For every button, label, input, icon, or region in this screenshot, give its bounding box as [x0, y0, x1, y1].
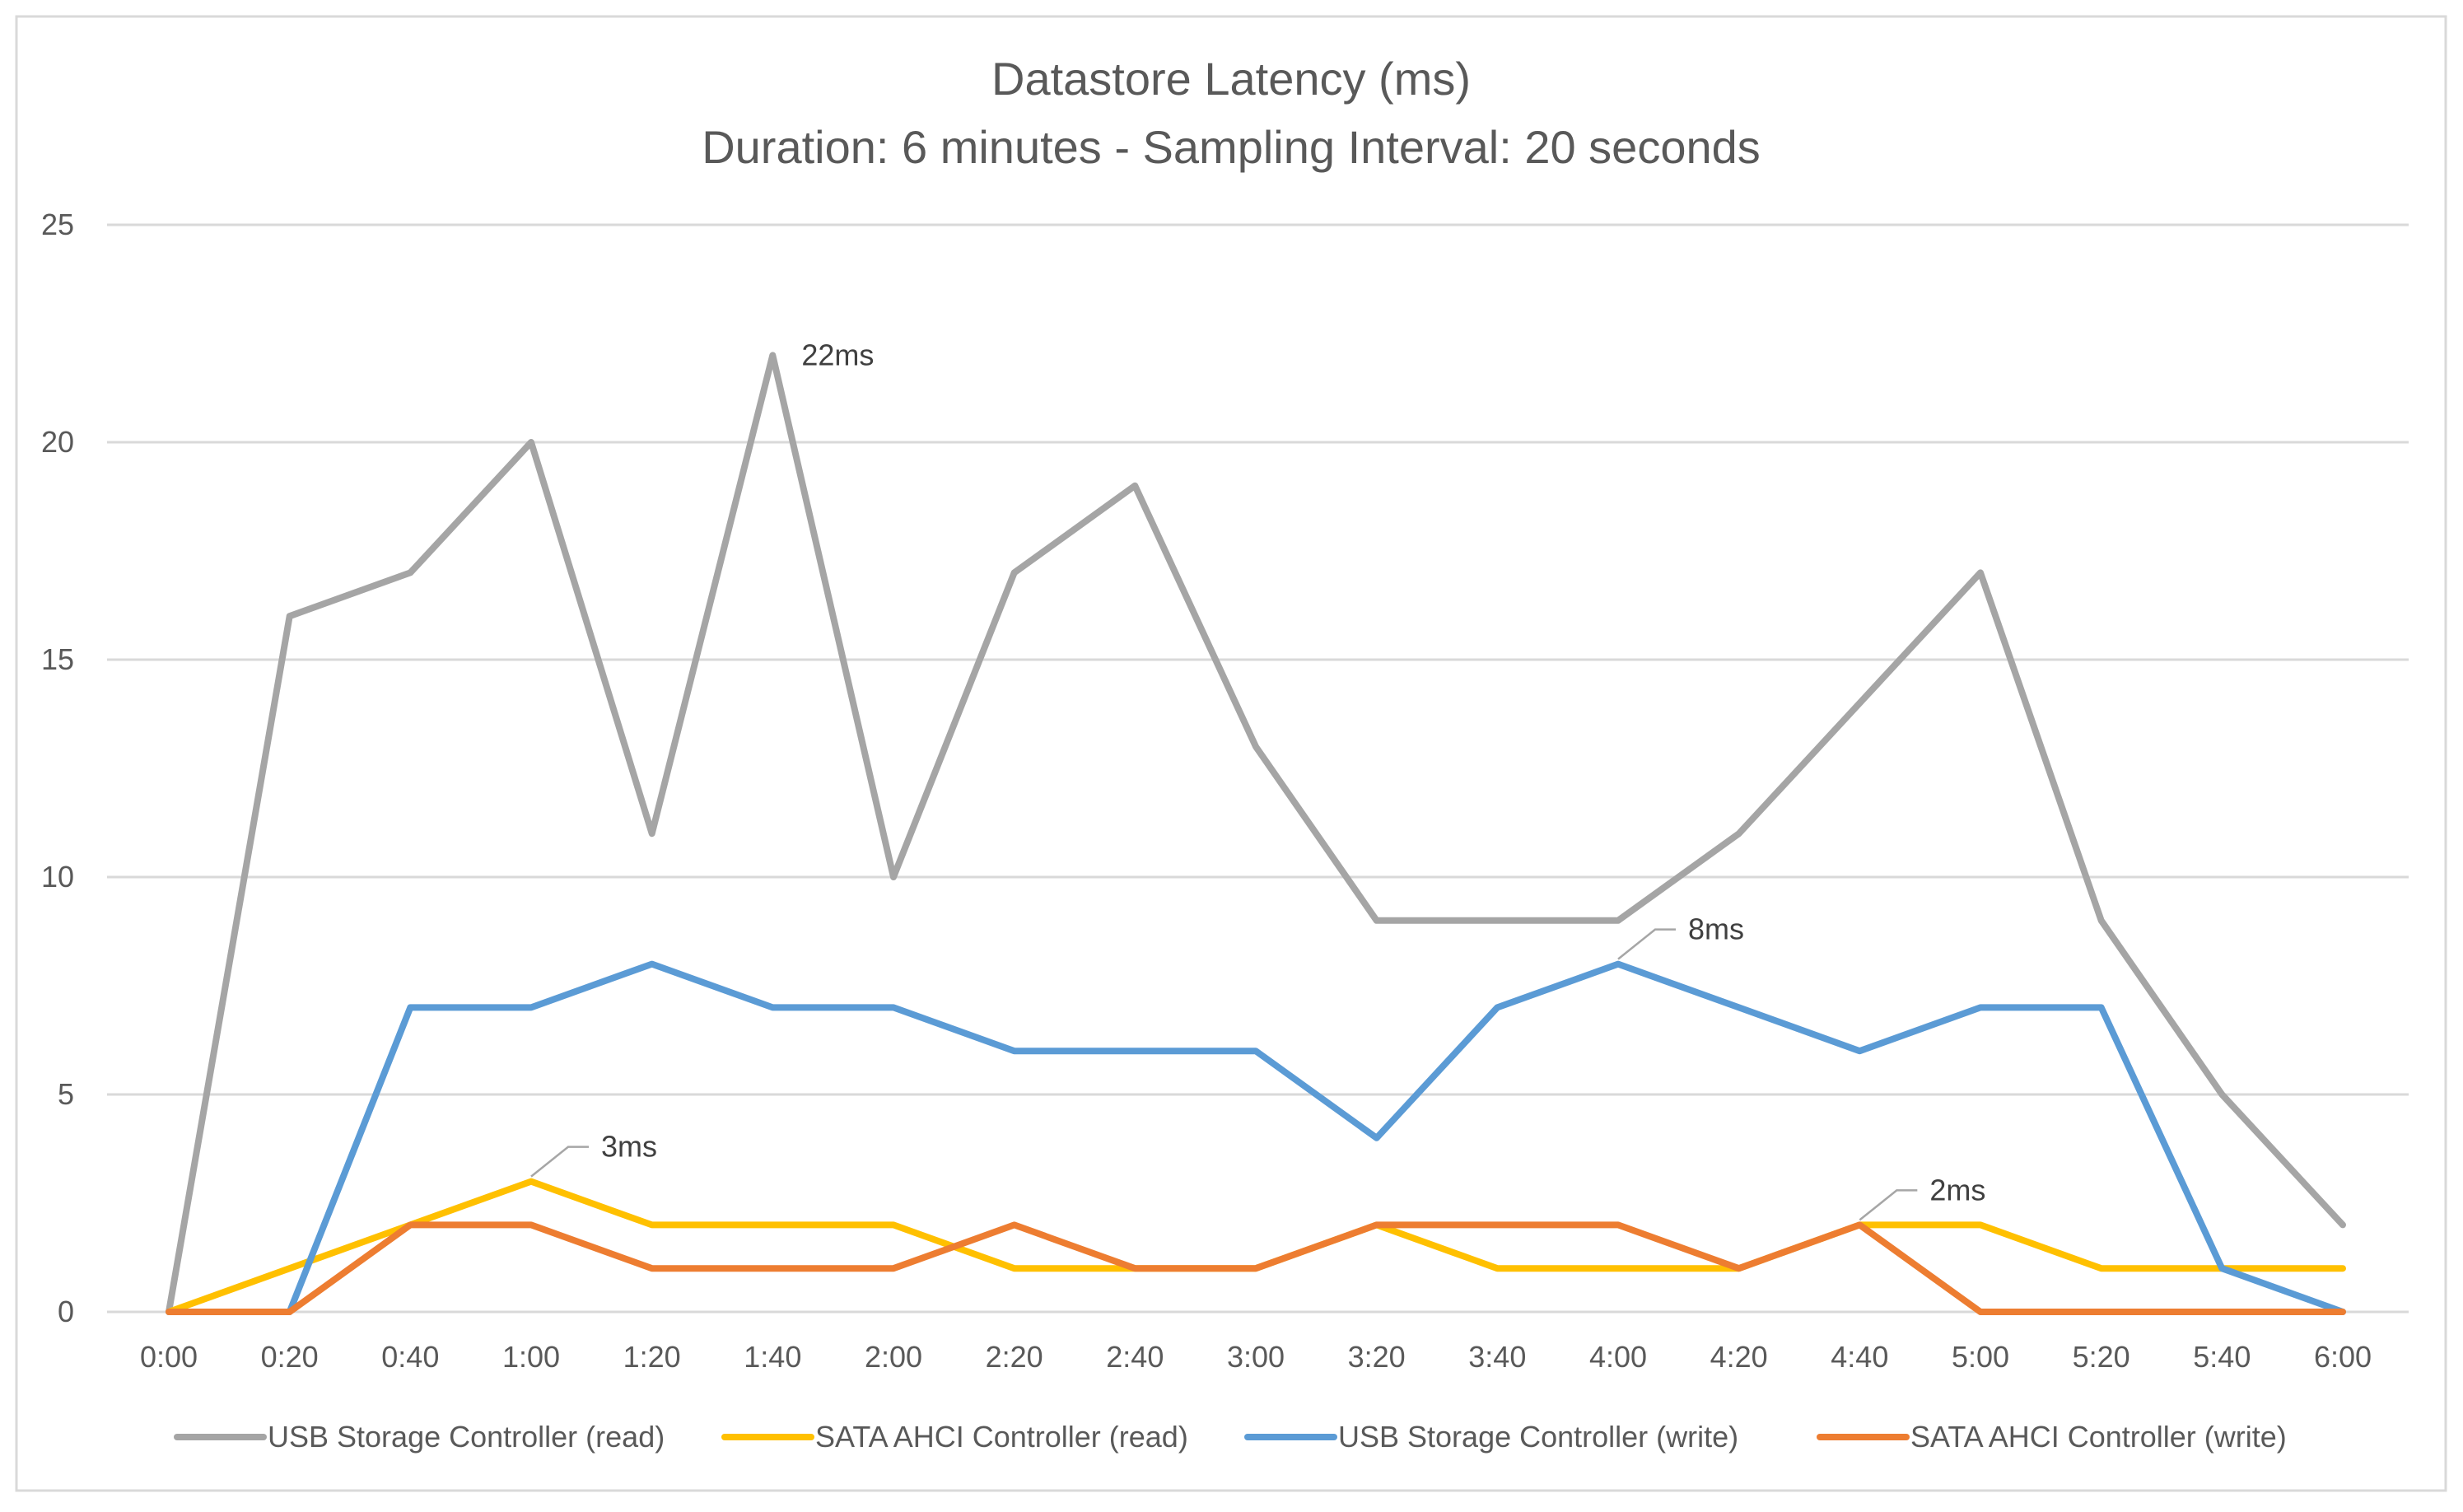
series-line-3 — [166, 960, 2346, 1315]
series-line-1 — [166, 352, 2346, 1315]
x-tick-label: 4:00 — [1589, 1340, 1647, 1374]
legend-label: SATA AHCI Controller (read) — [815, 1420, 1188, 1454]
y-tick-label: 25 — [41, 208, 74, 241]
x-tick-label: 3:40 — [1468, 1340, 1526, 1374]
x-tick-label: 0:20 — [261, 1340, 319, 1374]
data-label: 2ms — [1929, 1173, 1985, 1206]
y-tick-label: 5 — [58, 1077, 74, 1111]
x-tick-label: 6:00 — [2314, 1340, 2372, 1374]
x-tick-label: 0:40 — [381, 1340, 439, 1374]
legend: USB Storage Controller (read) SATA AHCI C… — [174, 1420, 2287, 1454]
x-tick-label: 0:00 — [140, 1340, 198, 1374]
annotation-leader — [1617, 928, 1676, 960]
x-tick-label: 1:40 — [744, 1340, 801, 1374]
y-tick-label: 10 — [41, 860, 74, 894]
data-annotations: 22ms 8ms 3ms 2ms — [530, 338, 1985, 1221]
series-line-4 — [166, 1221, 2346, 1315]
legend-label: USB Storage Controller (write) — [1338, 1420, 1738, 1454]
x-tick-label: 3:20 — [1348, 1340, 1406, 1374]
x-tick-label: 1:20 — [623, 1340, 681, 1374]
legend-label: USB Storage Controller (read) — [268, 1420, 665, 1454]
annotation-leader — [1859, 1189, 1918, 1221]
annotation-leader — [530, 1146, 589, 1178]
data-label: 3ms — [601, 1130, 657, 1164]
legend-label: SATA AHCI Controller (write) — [1910, 1420, 2287, 1454]
data-label: 22ms — [801, 338, 874, 371]
y-tick-label: 0 — [58, 1295, 74, 1328]
x-tick-label: 2:20 — [986, 1340, 1043, 1374]
x-axis-ticks: 0:00 0:20 0:40 1:00 1:20 1:40 2:00 2:20 2:40 3:00… — [140, 1340, 2372, 1374]
series-lines — [166, 352, 2346, 1315]
chart-subtitle: Duration: 6 minutes - Sampling Interval:… — [702, 121, 1761, 173]
x-tick-label: 2:00 — [865, 1340, 922, 1374]
chart-title: Datastore Latency (ms) — [991, 53, 1471, 105]
y-tick-label: 15 — [41, 642, 74, 676]
x-tick-label: 4:40 — [1831, 1340, 1888, 1374]
y-axis-ticks: 0 5 10 15 20 25 — [41, 208, 74, 1328]
data-label: 8ms — [1688, 912, 1744, 946]
x-tick-label: 5:00 — [1952, 1340, 2009, 1374]
y-tick-label: 20 — [41, 425, 74, 459]
x-tick-label: 5:20 — [2073, 1340, 2130, 1374]
x-tick-label: 2:40 — [1106, 1340, 1164, 1374]
x-tick-label: 5:40 — [2193, 1340, 2251, 1374]
x-tick-label: 4:20 — [1710, 1340, 1768, 1374]
x-tick-label: 1:00 — [502, 1340, 560, 1374]
x-tick-label: 3:00 — [1227, 1340, 1285, 1374]
